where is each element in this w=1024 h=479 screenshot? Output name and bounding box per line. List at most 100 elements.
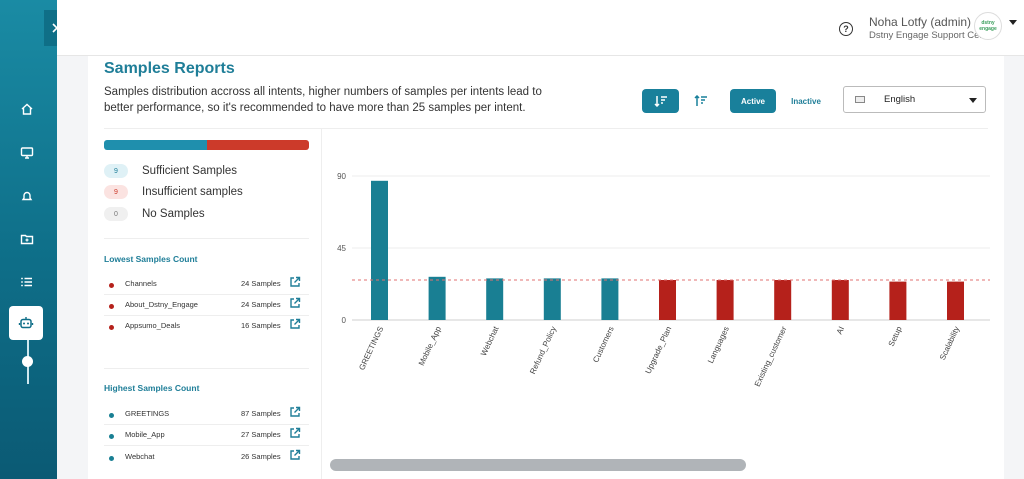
sidebar-item-bot[interactable] xyxy=(9,306,43,340)
intent-name: About_Dstny_Engage xyxy=(125,300,198,309)
progress-sufficient-segment xyxy=(104,140,207,150)
intent-sample-count: 16 Samples xyxy=(241,321,281,330)
external-link-icon[interactable] xyxy=(289,427,301,439)
sort-descending-button[interactable] xyxy=(642,89,679,113)
x-tick-label: Customers xyxy=(591,325,616,364)
chart-bar xyxy=(831,280,849,320)
user-organization: Dstny Engage Support Centre xyxy=(869,30,996,41)
active-filter-button[interactable]: Active xyxy=(730,89,776,113)
list-item: Channels 24 Samples xyxy=(104,275,309,295)
divider xyxy=(104,368,309,369)
legend-insufficient: 9 Insufficient samples xyxy=(104,184,243,200)
page-title: Samples Reports xyxy=(104,60,235,77)
chevron-down-icon xyxy=(969,98,977,103)
legend-label: Insufficient samples xyxy=(142,186,243,198)
chart-bar xyxy=(947,281,964,320)
chart-bar xyxy=(659,280,676,320)
page-scrollbar[interactable] xyxy=(1006,56,1024,479)
x-tick-label: Mobile_App xyxy=(417,325,443,368)
status-dot xyxy=(109,413,114,418)
user-name: Noha Lotfy (admin) xyxy=(869,15,972,29)
scrollbar-thumb[interactable] xyxy=(330,459,746,471)
no-samples-count-badge: 0 xyxy=(104,207,128,221)
summary-panel: 9 Sufficient Samples 9 Insufficient samp… xyxy=(88,128,322,479)
chart-horizontal-scrollbar[interactable] xyxy=(330,459,986,471)
status-dot xyxy=(109,434,114,439)
avatar[interactable]: dstny engage xyxy=(974,12,1002,40)
chart-bar xyxy=(543,278,561,320)
legend-label: No Samples xyxy=(142,208,205,220)
home-icon xyxy=(21,103,33,115)
intent-sample-count: 24 Samples xyxy=(241,300,281,309)
list-icon xyxy=(21,277,32,287)
sidebar xyxy=(0,0,66,479)
chart-bar xyxy=(716,280,734,320)
monitor-icon xyxy=(20,147,34,159)
list-item: Webchat 26 Samples xyxy=(104,448,309,468)
intent-name: Appsumo_Deals xyxy=(125,321,181,330)
chart-bar xyxy=(428,276,446,320)
chart-bar xyxy=(774,280,792,320)
x-tick-label: AI xyxy=(835,325,846,336)
sidebar-item-list[interactable] xyxy=(12,267,42,297)
samples-chart: 0 45 90 GREETINGS Mobile_App Webchat Refund_Po… xyxy=(322,128,1004,479)
sort-descending-icon xyxy=(653,96,667,107)
sort-ascending-icon xyxy=(694,95,707,106)
y-tick-label: 0 xyxy=(342,316,347,325)
intent-name: Webchat xyxy=(125,452,155,461)
divider xyxy=(104,238,309,239)
chart-bar xyxy=(889,281,907,320)
list-item: Mobile_App 27 Samples xyxy=(104,426,309,446)
list-item: GREETINGS 87 Samples xyxy=(104,405,309,425)
sidebar-item-home[interactable] xyxy=(12,94,42,124)
x-tick-label: GREETINGS xyxy=(357,325,385,372)
flag-icon xyxy=(855,96,865,103)
sidebar-item-files[interactable] xyxy=(12,224,42,254)
x-tick-label: Setup xyxy=(887,325,904,348)
bell-icon xyxy=(21,191,33,201)
samples-bar-chart: 0 45 90 GREETINGS Mobile_App Webchat Refund_Po… xyxy=(337,172,990,388)
legend-label: Sufficient Samples xyxy=(142,165,238,177)
external-link-icon[interactable] xyxy=(289,318,301,330)
y-tick-label: 45 xyxy=(337,244,346,253)
divider xyxy=(104,128,988,129)
status-dot xyxy=(109,325,114,330)
external-link-icon[interactable] xyxy=(289,406,301,418)
intent-sample-count: 24 Samples xyxy=(241,279,281,288)
intent-name: Channels xyxy=(125,279,157,288)
sidebar-item-monitor[interactable] xyxy=(12,138,42,168)
progress-insufficient-segment xyxy=(206,140,309,150)
x-tick-label: Scalability xyxy=(938,325,961,361)
sidebar-item-notifications[interactable] xyxy=(12,181,42,211)
external-link-icon[interactable] xyxy=(289,449,301,461)
samples-progress-bar xyxy=(104,140,309,150)
sidebar-slider-handle[interactable] xyxy=(22,356,33,367)
chevron-down-icon[interactable] xyxy=(1009,20,1017,25)
x-tick-label: Webchat xyxy=(479,324,501,357)
chart-bar xyxy=(486,278,504,320)
sort-ascending-button[interactable] xyxy=(688,89,714,113)
intent-sample-count: 26 Samples xyxy=(241,452,281,461)
x-tick-label: Upgrade_Plan xyxy=(644,325,674,375)
lowest-samples-title: Lowest Samples Count xyxy=(104,254,198,264)
intent-sample-count: 87 Samples xyxy=(241,409,281,418)
top-bar: ? Noha Lotfy (admin) Dstny Engage Suppor… xyxy=(57,0,1024,56)
list-item: About_Dstny_Engage 24 Samples xyxy=(104,296,309,316)
samples-report-card: Samples Reports Samples distribution acc… xyxy=(88,56,1004,479)
chart-bar xyxy=(601,278,619,320)
intent-name: Mobile_App xyxy=(125,430,165,439)
external-link-icon[interactable] xyxy=(289,297,301,309)
intent-name: GREETINGS xyxy=(125,409,170,418)
folder-icon xyxy=(20,234,34,245)
language-select-value: English xyxy=(884,94,916,105)
bot-icon xyxy=(18,317,34,329)
external-link-icon[interactable] xyxy=(289,276,301,288)
help-icon[interactable]: ? xyxy=(839,22,853,36)
language-select[interactable]: English xyxy=(843,86,986,113)
inactive-filter-button[interactable]: Inactive xyxy=(791,96,821,106)
x-tick-label: Refund_Policy xyxy=(528,325,558,376)
insufficient-count-badge: 9 xyxy=(104,185,128,199)
highest-samples-title: Highest Samples Count xyxy=(104,383,200,393)
status-dot xyxy=(109,304,114,309)
chart-bar xyxy=(371,180,388,320)
